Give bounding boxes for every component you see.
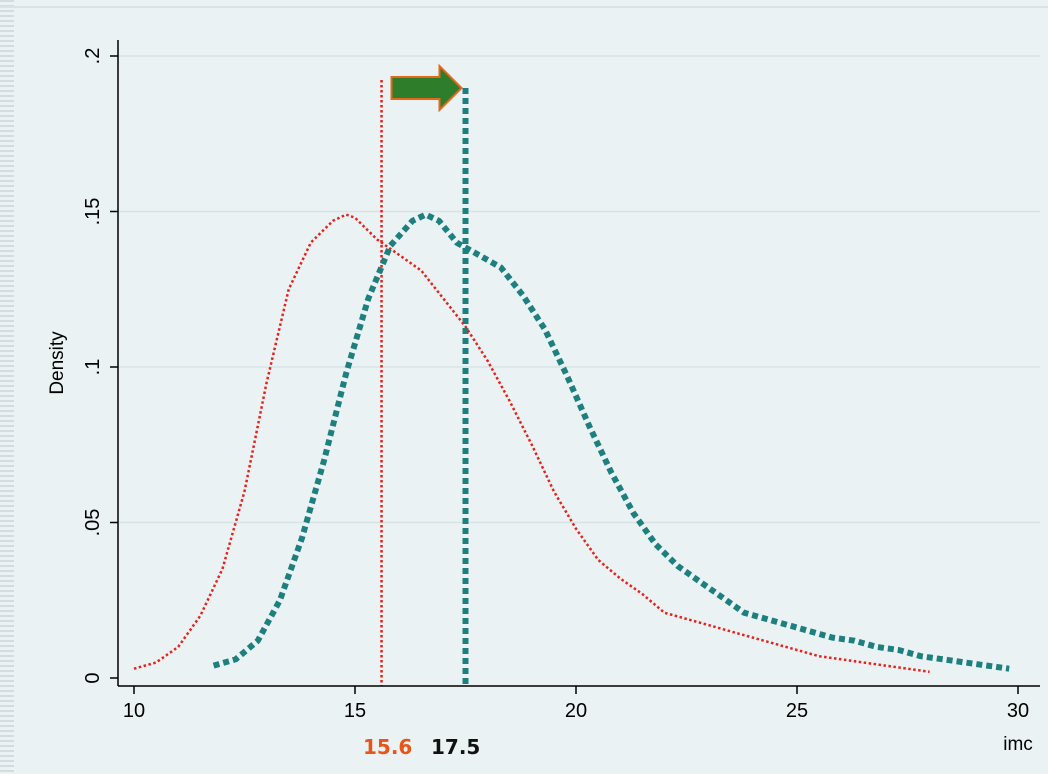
y-axis-title: Density bbox=[47, 331, 68, 395]
shift-arrow-icon bbox=[390, 63, 463, 113]
reference-lines bbox=[380, 80, 469, 686]
arrow-shape bbox=[390, 63, 463, 113]
density-curve-1 bbox=[212, 211, 1010, 672]
top-border-line bbox=[0, 6, 1048, 8]
reference-labels: 15.6 17.5 bbox=[363, 735, 480, 759]
x-axis-title: imc bbox=[1003, 734, 1033, 755]
x-tick-label-3: 25 bbox=[786, 700, 808, 722]
axes bbox=[117, 40, 1040, 687]
y-tick-label-0: 0 bbox=[82, 672, 104, 683]
x-tick-label-2: 20 bbox=[565, 700, 587, 722]
y-tick-label-3: .15 bbox=[82, 198, 104, 226]
y-tick-label-4: .2 bbox=[82, 48, 104, 65]
y-ticks: 0 .05 .1 .15 .2 bbox=[82, 48, 118, 684]
density-curve-0 bbox=[133, 213, 930, 674]
left-stripe-decoration bbox=[0, 0, 14, 774]
y-tick-label-1: .05 bbox=[82, 509, 104, 537]
gridlines bbox=[118, 55, 1040, 524]
plot-area-background bbox=[118, 40, 1040, 686]
x-tick-label-0: 10 bbox=[123, 700, 145, 722]
reference-label-1: 17.5 bbox=[431, 735, 480, 759]
x-tick-label-1: 15 bbox=[344, 700, 366, 722]
reference-label-0: 15.6 bbox=[363, 735, 412, 759]
y-tick-label-2: .1 bbox=[82, 359, 104, 376]
x-tick-label-4: 30 bbox=[1007, 700, 1029, 722]
density-curves bbox=[133, 211, 1010, 674]
x-ticks: 10 15 20 25 30 bbox=[123, 686, 1029, 722]
